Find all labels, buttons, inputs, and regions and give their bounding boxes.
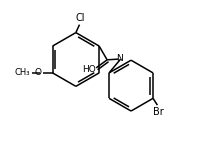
Text: O: O (34, 68, 41, 77)
Text: CH₃: CH₃ (14, 68, 30, 77)
Text: HO: HO (82, 65, 95, 74)
Text: N: N (116, 54, 123, 63)
Text: Cl: Cl (75, 13, 85, 23)
Text: Br: Br (153, 107, 164, 117)
